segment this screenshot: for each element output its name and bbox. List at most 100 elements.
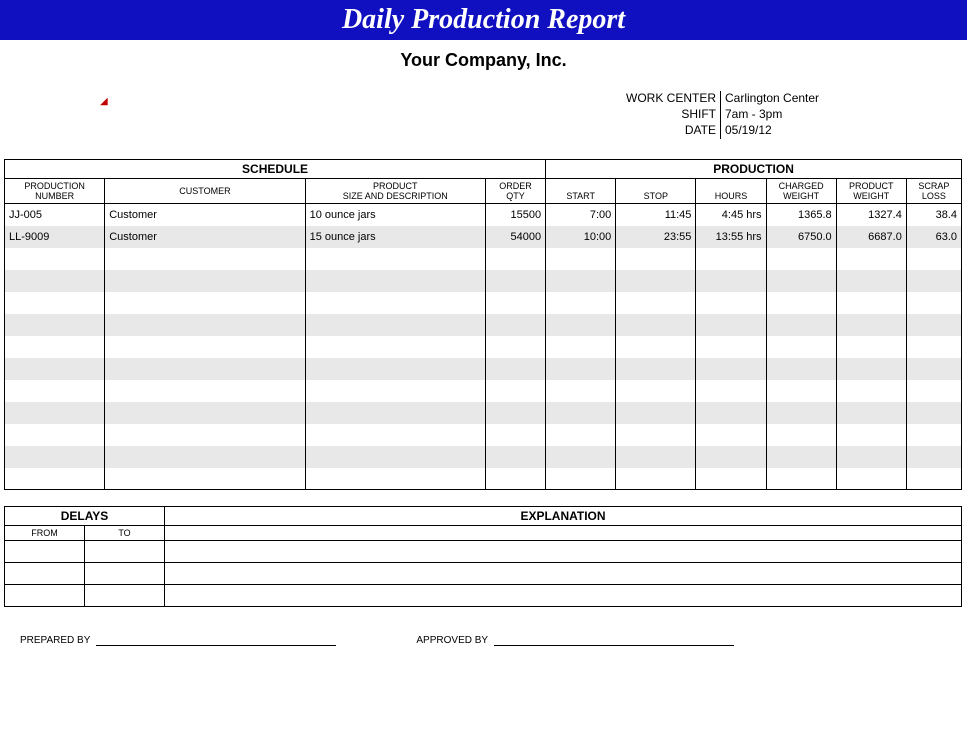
- cell-start: [546, 402, 616, 424]
- table-row: [5, 336, 962, 358]
- cell-pw: [836, 380, 906, 402]
- cell-stop: [616, 358, 696, 380]
- cell-chg: [766, 270, 836, 292]
- cell-stop: [616, 380, 696, 402]
- cell-chg: [766, 380, 836, 402]
- delays-row: [5, 585, 962, 607]
- cell-hours: [696, 358, 766, 380]
- cell-stop: [616, 292, 696, 314]
- cell-num: [5, 446, 105, 468]
- cell-chg: [766, 292, 836, 314]
- cell-sl: [906, 424, 961, 446]
- delays-cell: [85, 563, 165, 585]
- cell-sl: [906, 358, 961, 380]
- cell-desc: [305, 248, 485, 270]
- cell-qty: [485, 468, 545, 490]
- date-value: 05/19/12: [725, 123, 967, 139]
- cell-num: [5, 314, 105, 336]
- cell-pw: [836, 270, 906, 292]
- delays-cell: [5, 541, 85, 563]
- cell-desc: [305, 314, 485, 336]
- cell-cust: [105, 270, 305, 292]
- table-row: [5, 424, 962, 446]
- table-row: [5, 314, 962, 336]
- delays-cell: [165, 563, 962, 585]
- table-row: [5, 248, 962, 270]
- cell-desc: [305, 358, 485, 380]
- prepared-by-label: PREPARED BY: [20, 635, 90, 646]
- cell-cust: [105, 468, 305, 490]
- cell-cust: Customer: [105, 226, 305, 248]
- cell-stop: [616, 270, 696, 292]
- table-row: [5, 446, 962, 468]
- cell-stop: [616, 468, 696, 490]
- cell-sl: [906, 468, 961, 490]
- cell-cust: [105, 336, 305, 358]
- cell-sl: 63.0: [906, 226, 961, 248]
- table-row: [5, 358, 962, 380]
- cell-num: [5, 424, 105, 446]
- col-from: FROM: [5, 526, 85, 541]
- cell-stop: [616, 402, 696, 424]
- work-center-value: Carlington Center: [725, 91, 967, 107]
- cell-pw: [836, 468, 906, 490]
- col-prodnum: PRODUCTIONNUMBER: [5, 179, 105, 204]
- cell-start: [546, 380, 616, 402]
- cell-hours: 4:45 hrs: [696, 204, 766, 226]
- table-row: [5, 270, 962, 292]
- signature-row: PREPARED BY APPROVED BY: [20, 635, 947, 646]
- cell-hours: [696, 270, 766, 292]
- cell-qty: [485, 270, 545, 292]
- col-chg: CHARGEDWEIGHT: [766, 179, 836, 204]
- cell-cust: [105, 380, 305, 402]
- col-stop: STOP: [616, 179, 696, 204]
- cell-cust: [105, 424, 305, 446]
- meta-block: ◢ WORK CENTER SHIFT DATE Carlington Cent…: [0, 91, 967, 139]
- col-exp-blank: [165, 526, 962, 541]
- cell-pw: [836, 424, 906, 446]
- cell-hours: [696, 402, 766, 424]
- col-pw: PRODUCTWEIGHT: [836, 179, 906, 204]
- cell-num: LL-9009: [5, 226, 105, 248]
- cell-desc: [305, 424, 485, 446]
- approved-by-label: APPROVED BY: [416, 635, 488, 646]
- cell-desc: [305, 468, 485, 490]
- cell-sl: [906, 292, 961, 314]
- cell-sl: [906, 248, 961, 270]
- cell-num: [5, 248, 105, 270]
- table-row: [5, 402, 962, 424]
- cell-desc: [305, 292, 485, 314]
- cell-desc: [305, 270, 485, 292]
- cell-pw: [836, 314, 906, 336]
- cell-qty: [485, 248, 545, 270]
- cell-qty: [485, 446, 545, 468]
- cell-chg: [766, 424, 836, 446]
- cell-stop: [616, 446, 696, 468]
- cell-start: [546, 314, 616, 336]
- cell-chg: [766, 314, 836, 336]
- cell-start: [546, 358, 616, 380]
- cell-cust: [105, 292, 305, 314]
- report-title: Daily Production Report: [0, 0, 967, 40]
- cell-num: [5, 270, 105, 292]
- delays-header: DELAYS: [5, 507, 165, 526]
- col-start: START: [546, 179, 616, 204]
- cell-pw: [836, 358, 906, 380]
- table-row: JJ-005Customer10 ounce jars155007:0011:4…: [5, 204, 962, 226]
- cell-cust: [105, 248, 305, 270]
- cell-pw: 6687.0: [836, 226, 906, 248]
- cell-pw: [836, 248, 906, 270]
- delays-cell: [165, 541, 962, 563]
- shift-label: SHIFT: [600, 107, 716, 123]
- cell-sl: 38.4: [906, 204, 961, 226]
- cell-chg: [766, 336, 836, 358]
- cell-start: 10:00: [546, 226, 616, 248]
- date-label: DATE: [600, 123, 716, 139]
- cell-qty: 54000: [485, 226, 545, 248]
- cell-stop: [616, 314, 696, 336]
- cell-desc: [305, 402, 485, 424]
- cell-hours: [696, 248, 766, 270]
- cell-pw: [836, 402, 906, 424]
- table-row: LL-9009Customer15 ounce jars5400010:0023…: [5, 226, 962, 248]
- table-row: [5, 468, 962, 490]
